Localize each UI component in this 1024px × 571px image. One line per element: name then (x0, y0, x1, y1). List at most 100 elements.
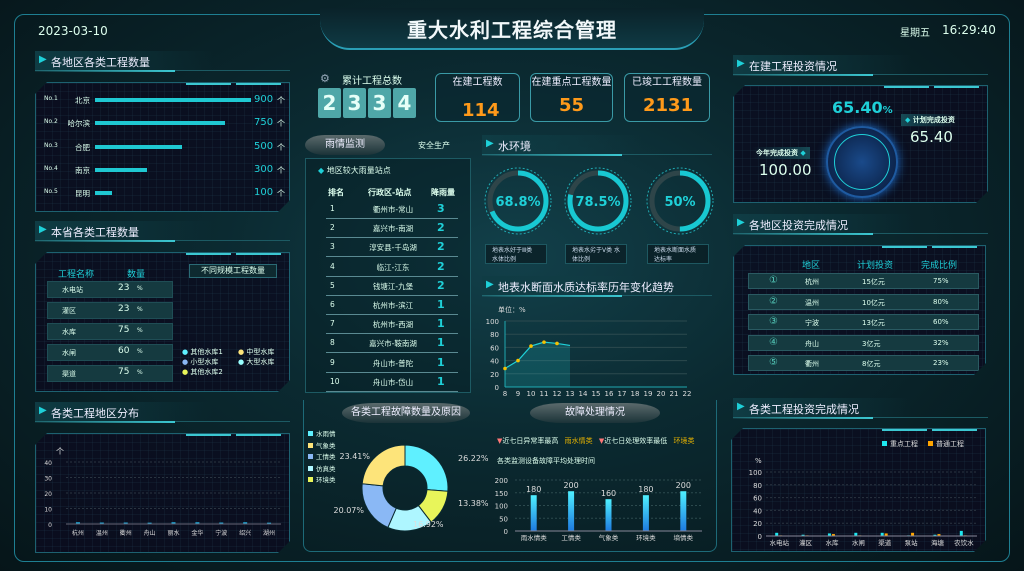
rain-rank: 3 (330, 242, 335, 252)
x-tick: 水电站 (769, 538, 789, 547)
gauge-outer-ring (564, 167, 632, 235)
legend-dot-icon: ● (238, 358, 247, 366)
tab-rain-monitor[interactable]: 雨情监测 (305, 135, 385, 155)
row-index: ③ (769, 316, 778, 327)
y-tick: 80 (490, 331, 499, 339)
bar (642, 495, 649, 531)
section-title: 各类工程地区分布 (51, 407, 139, 420)
rain-site: 舟山市-普陀 (372, 358, 414, 368)
row-divider (326, 314, 458, 315)
data-point (542, 340, 546, 344)
investment-panel: 65.40% ◆ 计划完成投资 65.40 今年完成投资 ◆ 100.00 (733, 85, 988, 203)
x-tick: 宁波 (215, 529, 227, 537)
x-tick: 衢州 (120, 529, 132, 537)
row-divider (326, 294, 458, 296)
header-banner (320, 8, 704, 50)
row-pct: % (137, 285, 143, 292)
gauge-value: 68.8% (495, 195, 540, 210)
rank-city: 昆明 (75, 189, 90, 199)
bar (172, 522, 176, 524)
arrow-icon: ▶ (737, 217, 745, 228)
rain-amount: 1 (437, 298, 445, 311)
bar (148, 523, 152, 524)
bar (937, 534, 940, 536)
legend-dot-icon: ● (182, 348, 191, 356)
legend-label: 普通工程 (936, 439, 964, 448)
rain-site: 嘉兴市-南湖 (372, 224, 414, 234)
scale-label: 不同规模工程数量 (189, 264, 277, 278)
rain-site: 杭州市-西湖 (372, 320, 414, 330)
row-ratio: 80% (933, 297, 949, 306)
section-header: ▶ 各地区投资完成情况 (733, 214, 988, 235)
section-title: 水环境 (498, 140, 531, 153)
row-pct: % (137, 369, 143, 376)
rain-amount: 2 (437, 240, 445, 254)
y-tick: 40 (490, 358, 499, 366)
row-divider (326, 237, 458, 239)
tab-safety[interactable]: 安全生产 (418, 141, 450, 150)
page-title: 重大水利工程综合管理 (407, 18, 617, 42)
donut-slice (361, 444, 406, 487)
bar (243, 522, 247, 524)
rank-city: 哈尔滨 (67, 119, 90, 129)
y-tick: 20 (490, 371, 499, 379)
legend-swatch (308, 465, 313, 471)
bar (76, 522, 80, 524)
y-tick: 0 (48, 522, 52, 529)
row-region: 宁波 (805, 319, 819, 327)
x-tick: 15 (592, 390, 601, 398)
section-header: ▶ 本省各类工程数量 (35, 221, 290, 242)
x-tick: 泵站 (905, 538, 919, 547)
bar (911, 533, 914, 536)
row-name: 渠道 (62, 370, 76, 378)
row-plan: 8亿元 (862, 360, 881, 368)
x-tick: 12 (553, 390, 562, 398)
plan-value: 65.40 (910, 128, 953, 146)
row-index: ② (769, 295, 778, 307)
rank-no: No.1 (44, 95, 58, 102)
rank-bar (95, 98, 251, 102)
legend-item: 工情类 (308, 451, 336, 461)
section-title: 各地区各类工程数量 (51, 56, 150, 69)
rank-value: 900 (254, 94, 274, 105)
card-label: 在建工程数 (452, 77, 503, 88)
slice-label: 23.41% (339, 452, 370, 461)
x-tick: 工情类 (561, 533, 581, 542)
row-ratio: 23% (933, 359, 949, 367)
fault-title: 各类工程故障数量及原因 (342, 403, 470, 423)
y-axis-unit: 个 (56, 447, 64, 456)
bar (680, 491, 687, 531)
investment-percent: 65.40% (832, 98, 893, 117)
rank-unit: 个 (277, 119, 285, 129)
x-tick: 21 (670, 390, 679, 398)
section-title: 在建工程投资情况 (749, 60, 837, 73)
row-divider (326, 352, 458, 354)
row-value: 23 (118, 283, 130, 293)
region-bar-chart: 个 0 10 20 30 40 杭州 温州 衢州 舟山 丽水 金华 宁波 绍兴 湖州 (36, 434, 291, 554)
arrow-icon: ▶ (737, 401, 745, 412)
gauge: 50% (646, 167, 714, 235)
bar (828, 533, 831, 536)
y-tick: 150 (495, 490, 508, 498)
row-plan: 10亿元 (862, 298, 885, 307)
legend-dot-icon: ● (182, 358, 191, 366)
area-fill (505, 342, 570, 387)
row-value: 23 (118, 304, 130, 314)
gauge-value: 50% (664, 195, 695, 210)
row-divider (326, 371, 458, 373)
x-tick: 渠道 (878, 538, 892, 547)
x-tick: 10 (527, 390, 536, 398)
x-tick: 舟山 (144, 529, 156, 537)
x-tick: 湖州 (263, 529, 275, 537)
rain-rank: 1 (330, 204, 335, 213)
rank-city: 合肥 (75, 142, 90, 152)
legend-item: 环境类 (308, 474, 336, 484)
row-region: 舟山 (805, 339, 819, 348)
bar (885, 533, 888, 536)
bar (832, 534, 835, 536)
rain-site: 钱塘江-九堡 (372, 281, 414, 291)
x-tick: 灌区 (799, 538, 813, 547)
total-label: 累计工程总数 (342, 76, 402, 87)
y-axis-unit: 单位：% (498, 305, 526, 314)
y-tick: 60 (490, 344, 499, 352)
